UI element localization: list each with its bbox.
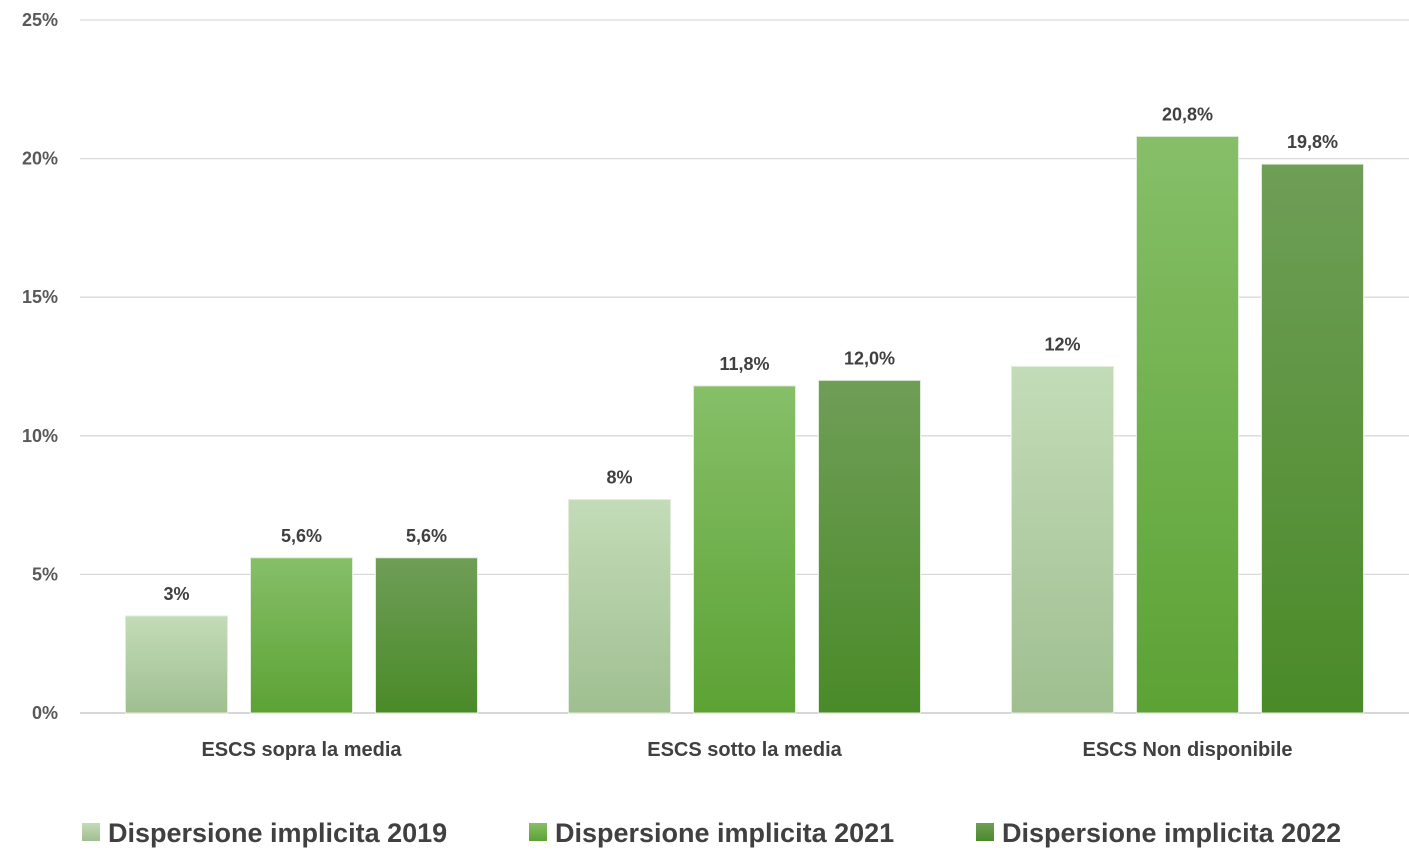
data-label: 8% xyxy=(606,468,632,488)
y-tick-label: 15% xyxy=(22,287,58,307)
data-label: 12% xyxy=(1044,335,1080,355)
legend-swatch xyxy=(529,823,547,841)
data-label: 19,8% xyxy=(1287,132,1338,152)
bar xyxy=(568,499,671,714)
legend-swatch xyxy=(976,823,994,841)
x-axis: ESCS sopra la media ESCS sotto la media ES… xyxy=(201,739,1292,761)
y-axis: 0% 5% 10% 15% 20% 25% xyxy=(22,10,58,723)
bar xyxy=(693,385,796,714)
y-tick-label: 0% xyxy=(32,703,58,723)
bar xyxy=(1011,366,1114,714)
y-tick-label: 10% xyxy=(22,426,58,446)
x-tick-label: ESCS sotto la media xyxy=(647,739,842,761)
bar xyxy=(1136,135,1239,714)
x-tick-label: ESCS sopra la media xyxy=(201,739,402,761)
data-label: 11,8% xyxy=(719,354,769,374)
bars xyxy=(125,135,1364,714)
data-labels: 3% 5,6% 5,6% 8% 11,8% 12,0% 12% 20,8% 19,8% xyxy=(163,104,1338,604)
bar xyxy=(375,557,478,714)
data-label: 5,6% xyxy=(281,526,322,546)
legend-label: Dispersione implicita 2021 xyxy=(555,818,894,848)
legend-label: Dispersione implicita 2019 xyxy=(108,818,447,848)
y-tick-label: 25% xyxy=(22,10,58,30)
legend-swatch xyxy=(82,823,100,841)
bar xyxy=(1261,163,1364,714)
data-label: 20,8% xyxy=(1162,104,1213,124)
y-tick-label: 20% xyxy=(22,149,58,169)
bar xyxy=(250,557,353,714)
y-tick-label: 5% xyxy=(32,564,58,584)
bar xyxy=(125,615,228,714)
x-tick-label: ESCS Non disponibile xyxy=(1082,739,1292,761)
data-label: 3% xyxy=(163,584,189,604)
legend-label: Dispersione implicita 2022 xyxy=(1002,818,1341,848)
legend: Dispersione implicita 2019 Dispersione im… xyxy=(82,818,1341,848)
data-label: 5,6% xyxy=(406,526,447,546)
bar xyxy=(818,379,921,714)
data-label: 12,0% xyxy=(844,348,895,368)
